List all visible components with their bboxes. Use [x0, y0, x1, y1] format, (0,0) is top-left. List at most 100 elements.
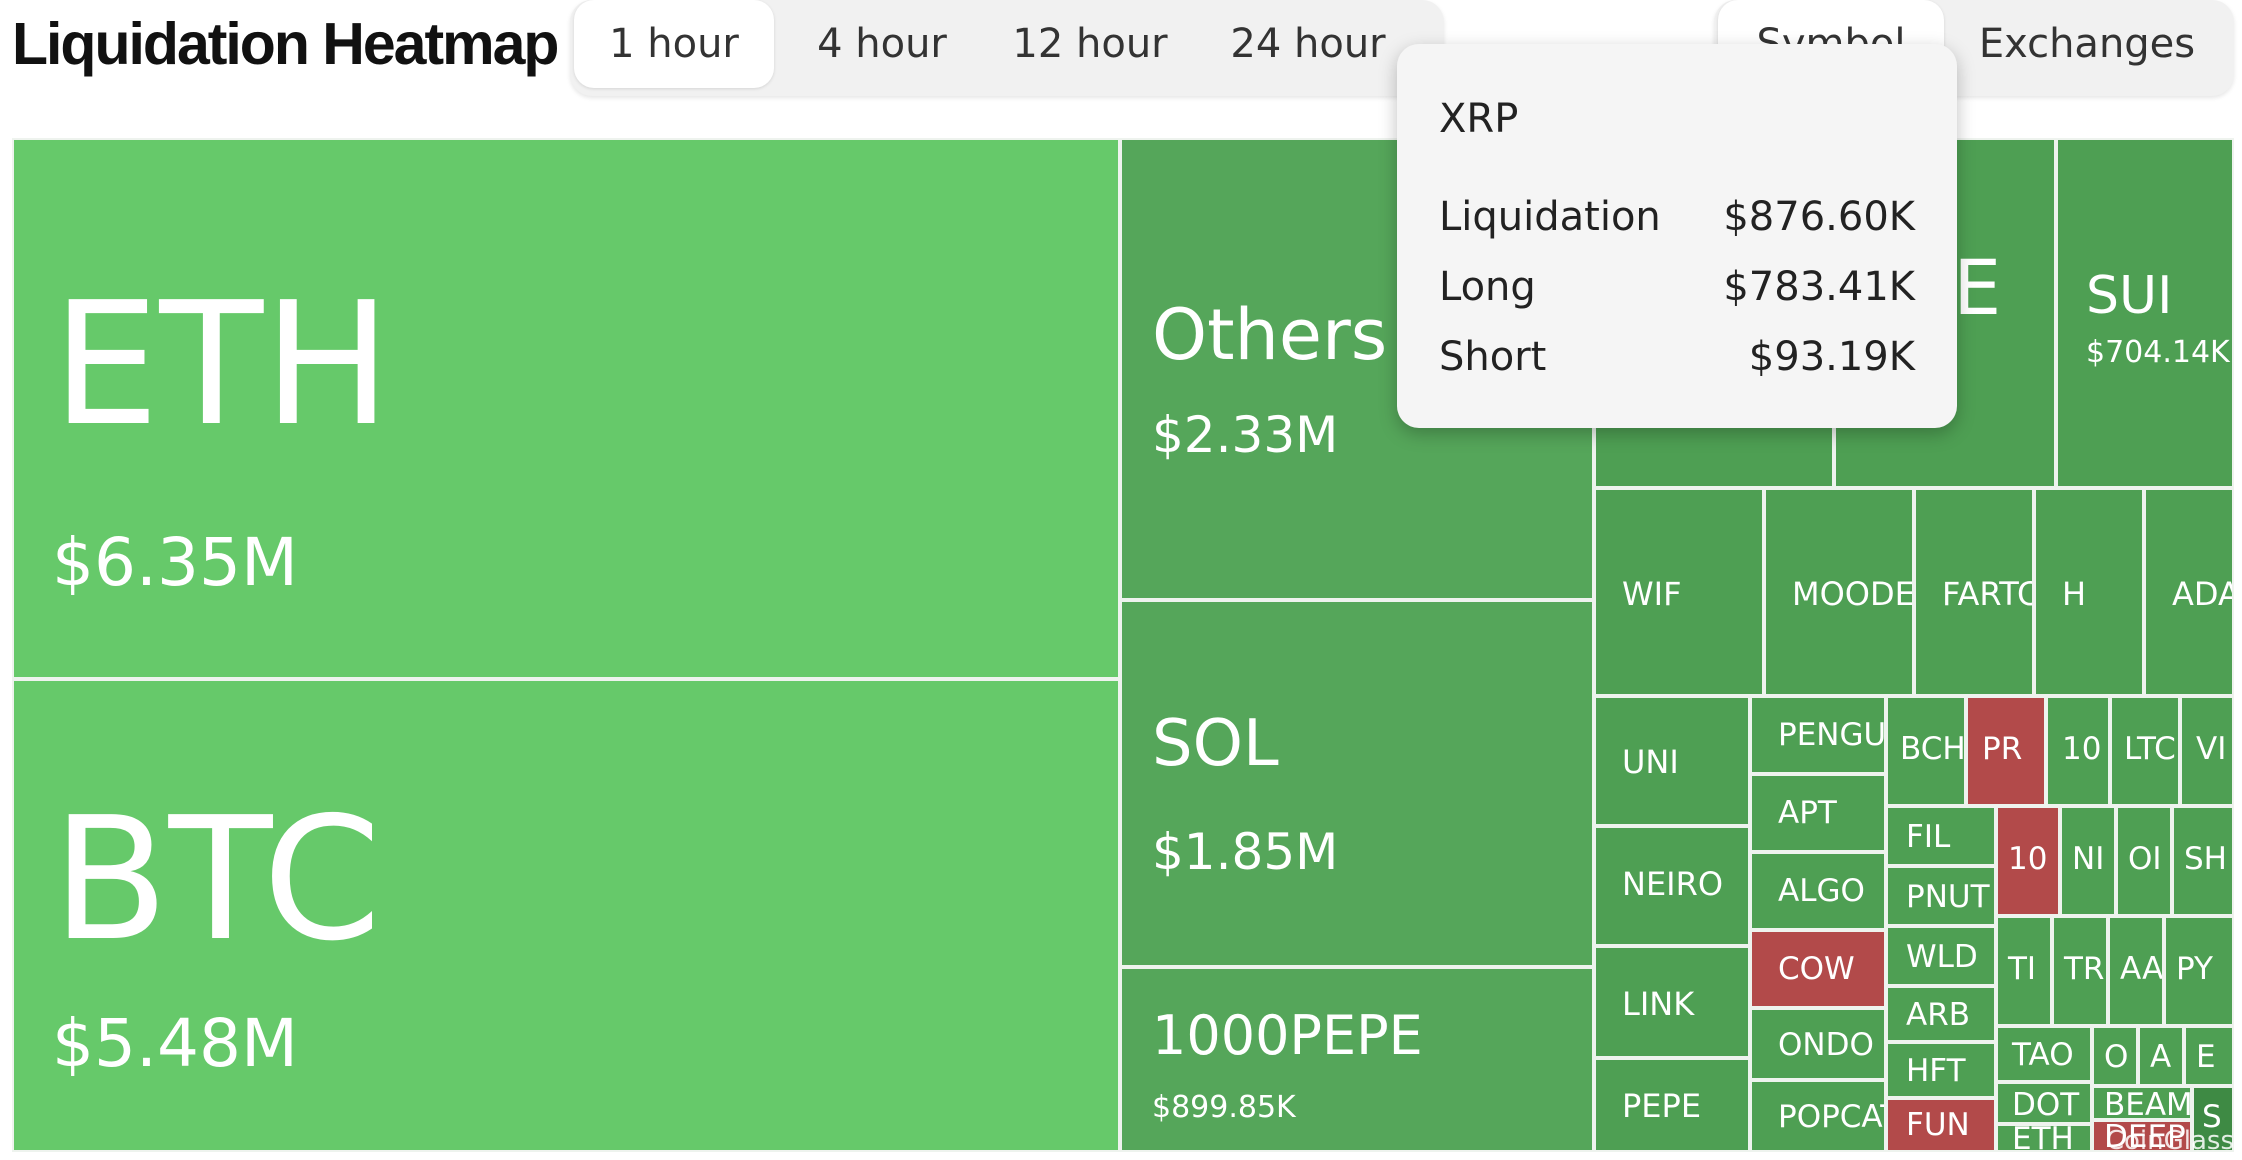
cell-symbol-label: BCH: [1900, 731, 1966, 767]
treemap-cell-algo[interactable]: ALGO: [1750, 852, 1886, 930]
tooltip-label: Liquidation: [1439, 194, 1661, 240]
treemap-cell-sui[interactable]: SUI $704.14K: [2056, 138, 2234, 488]
treemap-cell-h[interactable]: H: [2034, 488, 2144, 696]
cell-symbol-label: OI: [2128, 841, 2162, 877]
treemap-cell-pnut[interactable]: PNUT: [1886, 866, 1996, 926]
cell-symbol-label: ETH: [52, 266, 392, 464]
liquidation-treemap: ETH $6.35M BTC $5.48M Others $2.33M SOL $1.85M 1…: [12, 138, 2234, 1152]
treemap-cell-pepe[interactable]: PEPE: [1594, 1058, 1750, 1152]
treemap-cell-1000pepe[interactable]: 1000PEPE $899.85K: [1120, 967, 1594, 1152]
treemap-cell-cow[interactable]: COW: [1750, 930, 1886, 1008]
cell-symbol-label: ONDO: [1778, 1027, 1874, 1063]
treemap-cell-link[interactable]: LINK: [1594, 946, 1750, 1058]
cell-symbol-label: 1000PEPE: [1152, 1004, 1423, 1067]
cell-symbol-label: DOT: [2012, 1087, 2080, 1123]
cell-symbol-label: PENGU: [1778, 717, 1886, 753]
treemap-cell-tr[interactable]: TR: [2052, 916, 2108, 1026]
treemap-cell-ada[interactable]: ADA: [2144, 488, 2234, 696]
cell-symbol-label: HFT: [1906, 1053, 1966, 1089]
treemap-cell-ti[interactable]: TI: [1996, 916, 2052, 1026]
treemap-cell-e[interactable]: E: [2184, 1026, 2234, 1086]
tooltip-row-liquidation: Liquidation $876.60K: [1439, 194, 1915, 240]
cell-symbol-label: LTC: [2124, 731, 2176, 767]
tab-12-hour[interactable]: 12 hour: [1012, 21, 1168, 67]
page-title: Liquidation Heatmap: [12, 11, 559, 77]
treemap-cell-aa[interactable]: AA: [2108, 916, 2164, 1026]
cell-symbol-label: UNI: [1622, 743, 1679, 781]
treemap-cell-10[interactable]: 10: [2046, 696, 2110, 806]
cell-symbol-label: H: [2062, 575, 2087, 613]
treemap-cell-wld[interactable]: WLD: [1886, 926, 1996, 986]
cell-amount-label: $6.35M: [52, 524, 298, 601]
cell-symbol-label: ETH: [2012, 1124, 2074, 1152]
treemap-cell-btc[interactable]: BTC $5.48M: [12, 679, 1120, 1152]
treemap-cell-tao[interactable]: TAO: [1996, 1026, 2092, 1082]
treemap-cell-sol[interactable]: SOL $1.85M: [1120, 600, 1594, 967]
treemap-cell-ltc[interactable]: LTC: [2110, 696, 2180, 806]
cell-symbol-label: FIL: [1906, 819, 1951, 855]
tab-24-hour[interactable]: 24 hour: [1230, 21, 1386, 67]
cell-amount-label: $2.33M: [1152, 406, 1339, 464]
treemap-cell-oi[interactable]: OI: [2116, 806, 2172, 916]
cell-symbol-label: 10: [2008, 841, 2048, 877]
treemap-cell-wif[interactable]: WIF: [1594, 488, 1764, 696]
treemap-cell-a[interactable]: A: [2138, 1026, 2184, 1086]
tab-4-hour[interactable]: 4 hour: [817, 21, 947, 67]
treemap-cell-deep[interactable]: DEEP: [2092, 1120, 2192, 1152]
treemap-cell-apt[interactable]: APT: [1750, 774, 1886, 852]
treemap-cell-moodeng[interactable]: MOODENG: [1764, 488, 1914, 696]
cell-symbol-label: O: [2104, 1039, 2129, 1075]
cell-symbol-label: POPCAT: [1778, 1099, 1884, 1135]
cell-symbol-label: TI: [2008, 951, 2037, 987]
watermark: CoinGlass: [2105, 1126, 2234, 1156]
cell-amount-label: $5.48M: [52, 1005, 298, 1082]
treemap-cell-neiro[interactable]: NEIRO: [1594, 826, 1750, 946]
cell-symbol-label: A: [2150, 1039, 2172, 1075]
tab-exchanges[interactable]: Exchanges: [1978, 21, 2196, 67]
cell-symbol-label: WLD: [1906, 939, 1978, 975]
treemap-cell-popcat[interactable]: POPCAT: [1750, 1080, 1886, 1152]
treemap-cell-eth[interactable]: ETH: [1996, 1124, 2092, 1152]
treemap-cell-dot[interactable]: DOT: [1996, 1082, 2092, 1124]
treemap-cell-eth[interactable]: ETH $6.35M: [12, 138, 1120, 679]
cell-symbol-label: ADA: [2172, 575, 2234, 613]
treemap-cell-pengu[interactable]: PENGU: [1750, 696, 1886, 774]
treemap-cell-hft[interactable]: HFT: [1886, 1042, 1996, 1098]
cell-symbol-label: PR: [1982, 731, 2023, 767]
cell-symbol-label: APT: [1778, 795, 1837, 831]
treemap-cell-fun[interactable]: FUN: [1886, 1098, 1996, 1152]
treemap-cell-ni[interactable]: NI: [2060, 806, 2116, 916]
cell-symbol-label: E: [2196, 1039, 2216, 1075]
cell-symbol-label: 10: [2062, 731, 2102, 767]
treemap-cell-fartcoin[interactable]: FARTCOIN: [1914, 488, 2034, 696]
cell-symbol-label: DEEP: [2104, 1120, 2186, 1152]
tab-1-hour[interactable]: 1 hour: [574, 0, 774, 88]
treemap-cell-10[interactable]: 10: [1996, 806, 2060, 916]
treemap-cell-arb[interactable]: ARB: [1886, 986, 1996, 1042]
cell-symbol-label: S: [2202, 1099, 2222, 1135]
cell-amount-label: $704.14K: [2086, 335, 2230, 370]
cell-symbol-label: LINK: [1622, 985, 1695, 1023]
tooltip-value: $93.19K: [1748, 334, 1915, 380]
cell-symbol-label: VI: [2196, 731, 2227, 767]
treemap-cell-o[interactable]: O: [2092, 1026, 2138, 1086]
treemap-cell-s[interactable]: S: [2192, 1086, 2234, 1152]
treemap-cell-ondo[interactable]: ONDO: [1750, 1008, 1886, 1080]
treemap-cell-py[interactable]: PY: [2164, 916, 2234, 1026]
treemap-cell-sh[interactable]: SH: [2172, 806, 2234, 916]
treemap-cell-uni[interactable]: UNI: [1594, 696, 1750, 826]
treemap-cell-vi[interactable]: VI: [2180, 696, 2234, 806]
cell-symbol-label: BTC: [52, 781, 382, 979]
treemap-cell-fil[interactable]: FIL: [1886, 806, 1996, 866]
treemap-cell-beam[interactable]: BEAM: [2092, 1086, 2192, 1120]
cell-symbol-label: WIF: [1622, 575, 1682, 613]
cell-symbol-label: SUI: [2086, 266, 2173, 326]
treemap-cell-bch[interactable]: BCH: [1886, 696, 1966, 806]
cell-symbol-label: MOODENG: [1792, 575, 1914, 613]
treemap-cell-pr[interactable]: PR: [1966, 696, 2046, 806]
cell-symbol-label: ALGO: [1778, 873, 1865, 909]
tooltip-label: Long: [1439, 264, 1536, 310]
cell-symbol-label: BEAM: [2104, 1087, 2192, 1120]
cell-symbol-label: SH: [2184, 841, 2227, 877]
cell-symbol-label: AA: [2120, 951, 2164, 987]
